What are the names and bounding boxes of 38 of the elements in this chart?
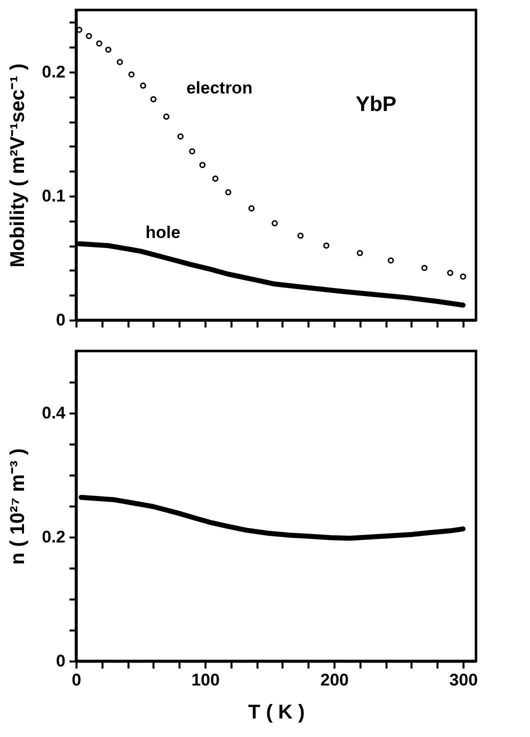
series-label: hole [146, 223, 180, 242]
y-tick-label: 0 [56, 652, 66, 670]
y-axis-title: n ( 10²⁷ m⁻³ ) [6, 448, 29, 565]
point [150, 96, 157, 102]
point [225, 189, 232, 196]
point [177, 133, 184, 140]
y-axis-title: Mobility ( m²V⁻¹sec⁻¹ ) [6, 63, 29, 268]
point [105, 46, 112, 53]
y-tick-label: 0.1 [42, 186, 66, 206]
y-tick-label: 0.4 [42, 404, 66, 422]
x-tick-label: 100 [191, 670, 220, 690]
point [140, 82, 146, 89]
x-tick-label: 0 [72, 670, 82, 690]
y-tick-label: 0 [56, 310, 66, 330]
point [297, 232, 304, 239]
point [388, 257, 394, 264]
point [163, 114, 170, 120]
point [199, 162, 206, 168]
point [212, 176, 218, 182]
point [189, 148, 196, 154]
x-axis-title: T ( K ) [248, 702, 305, 724]
point [421, 264, 428, 272]
y-tick-label: 0.2 [42, 62, 66, 82]
point [447, 270, 454, 276]
y-tick-label: 0.2 [42, 528, 66, 546]
point [116, 58, 123, 66]
point [248, 205, 255, 212]
point [323, 242, 330, 249]
point [86, 32, 92, 40]
x-tick-label: 300 [449, 670, 478, 690]
annotation: YbP [356, 93, 396, 116]
point [128, 71, 135, 78]
series-label: electron [186, 78, 252, 98]
point [460, 274, 466, 280]
point [356, 250, 363, 256]
point [272, 220, 278, 226]
x-tick-label: 200 [320, 670, 349, 690]
point [96, 40, 102, 47]
